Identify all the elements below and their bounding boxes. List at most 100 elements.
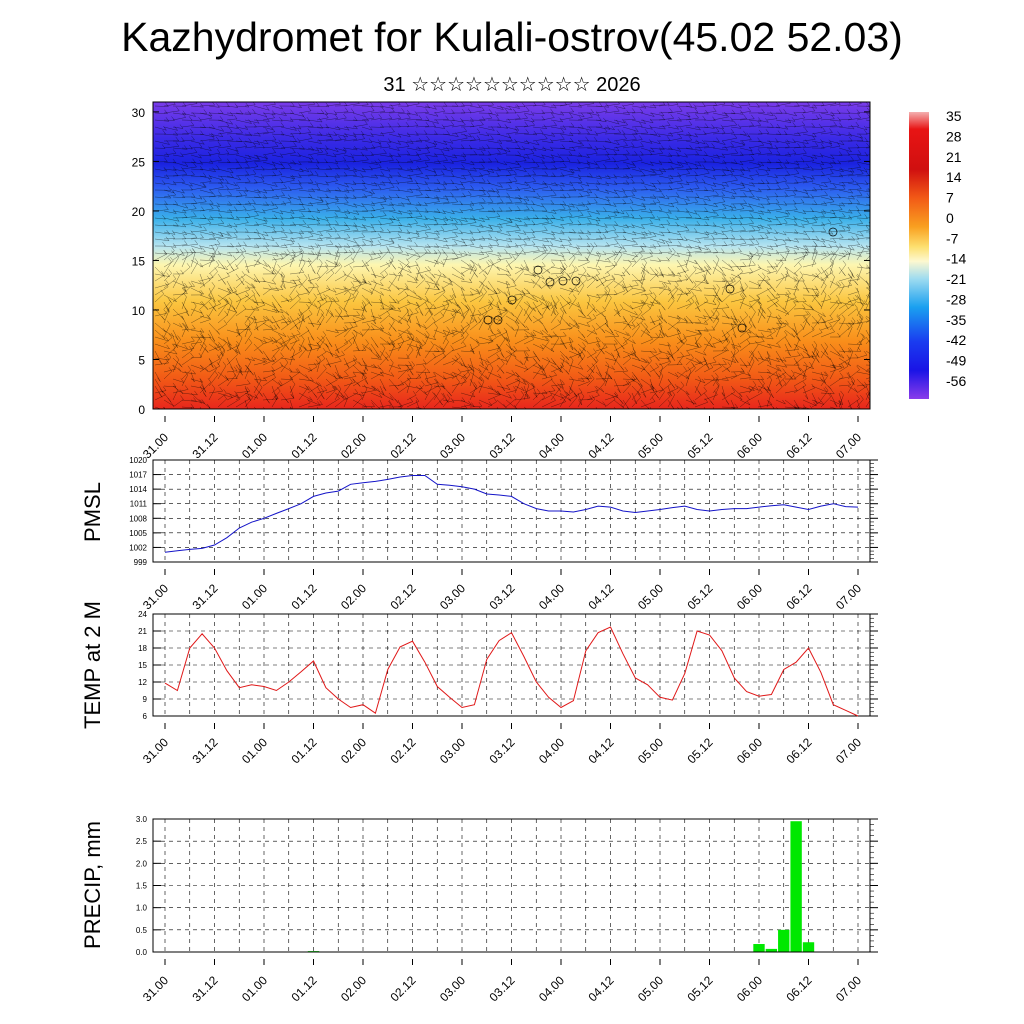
wind-barb [631,203,646,208]
wind-barb [271,308,284,314]
wind-barb-flag [531,294,535,299]
wind-barb [379,294,385,310]
wind-barb-flag [468,190,472,196]
wind-barb-flag [457,304,461,309]
wind-barb-flag [183,170,188,175]
wind-barb-flag [166,229,170,235]
wind-barb-flag [603,127,608,133]
wind-barb [334,274,347,282]
wind-barb [811,161,824,166]
wind-barb-flag [435,195,440,200]
wind-barb [388,276,397,289]
wind-barb-flag [626,149,630,155]
wind-barb-flag [725,182,729,187]
wind-barb [190,252,196,268]
wind-barb-flag [680,162,684,168]
wind-barb [307,182,319,186]
wind-barb-flag [464,133,468,139]
wind-barb-flag [602,233,607,239]
wind-barb [244,293,255,303]
wind-barb [856,287,862,301]
wind-barb-flag [866,287,870,292]
wind-barb-flag [519,293,524,298]
wind-barb [406,287,417,295]
wind-barb-flag [562,200,567,206]
wind-barb [442,228,459,233]
wind-barb-flag [695,113,699,119]
wind-barb [235,112,251,116]
wind-barb-flag [878,284,881,288]
wind-barb-flag [792,138,796,143]
wind-barb-flag [848,214,852,220]
wind-barb-flag [859,102,862,104]
wind-barb-flag [859,136,864,141]
wind-barb-flag [712,300,717,305]
wind-barb-flag [408,237,413,242]
wind-barb [289,112,304,117]
wind-barb [289,105,302,108]
wind-barb [514,231,527,235]
wind-barb-flag [454,102,459,107]
wind-barb [712,147,728,151]
wind-barb-flag [632,162,637,168]
wind-barb-flag [198,117,202,122]
wind-barb-flag [337,233,341,238]
wind-barb-flag [521,290,526,295]
wind-barb [631,105,647,109]
wind-barb-flag [225,184,229,190]
wind-barb-flag [538,299,543,305]
wind-barb [766,182,779,184]
wind-barb-flag [671,296,675,301]
wind-barb [154,217,166,220]
wind-barb-flag [372,250,376,255]
wind-barb-flag [740,110,744,115]
wind-barb-flag [407,264,411,269]
wind-barb-flag [354,145,358,151]
wind-barb-flag [490,135,494,140]
wind-barb [379,131,395,135]
wind-barb-flag [396,186,400,191]
wind-barb [244,189,261,194]
wind-barb-flag [831,154,835,160]
wind-barb [748,255,753,268]
wind-barb-flag [216,206,220,211]
wind-barb [838,181,855,184]
wind-barb-flag [532,177,536,182]
wind-barb [523,203,535,205]
wind-barb-flag [755,239,760,245]
wind-barb [181,286,195,289]
wind-barb [496,245,511,248]
wind-barb-flag [688,243,692,249]
wind-barb [343,196,357,200]
wind-barb [442,182,454,184]
wind-barb [694,146,709,149]
wind-barb-flag [716,154,720,159]
wind-barb-flag [596,293,601,299]
wind-barb-flag [423,223,428,228]
wind-barb-flag [290,239,294,244]
wind-barb-flag [761,203,765,209]
wind-barb [649,217,661,221]
wind-barb [154,119,169,122]
wind-barb [433,217,448,221]
wind-barb-flag [473,318,478,323]
wind-barb [397,125,409,128]
wind-barb-flag [865,280,870,285]
wind-barb-flag [556,296,560,301]
wind-barb-flag [472,135,476,141]
wind-barb [199,208,214,212]
wind-barb [343,139,357,142]
wind-barb-flag [750,219,754,224]
wind-barb [784,287,799,291]
wind-barb-flag [333,131,337,136]
wind-barb [451,280,465,291]
wind-barb [352,112,366,117]
wind-barb-flag [498,139,503,144]
wind-barb [361,140,373,143]
wind-barb [505,245,519,248]
wind-barb-flag [530,111,535,116]
wind-barb [685,117,699,121]
wind-barb-flag [560,252,565,257]
wind-barb [730,271,744,282]
wind-barb [811,174,825,177]
